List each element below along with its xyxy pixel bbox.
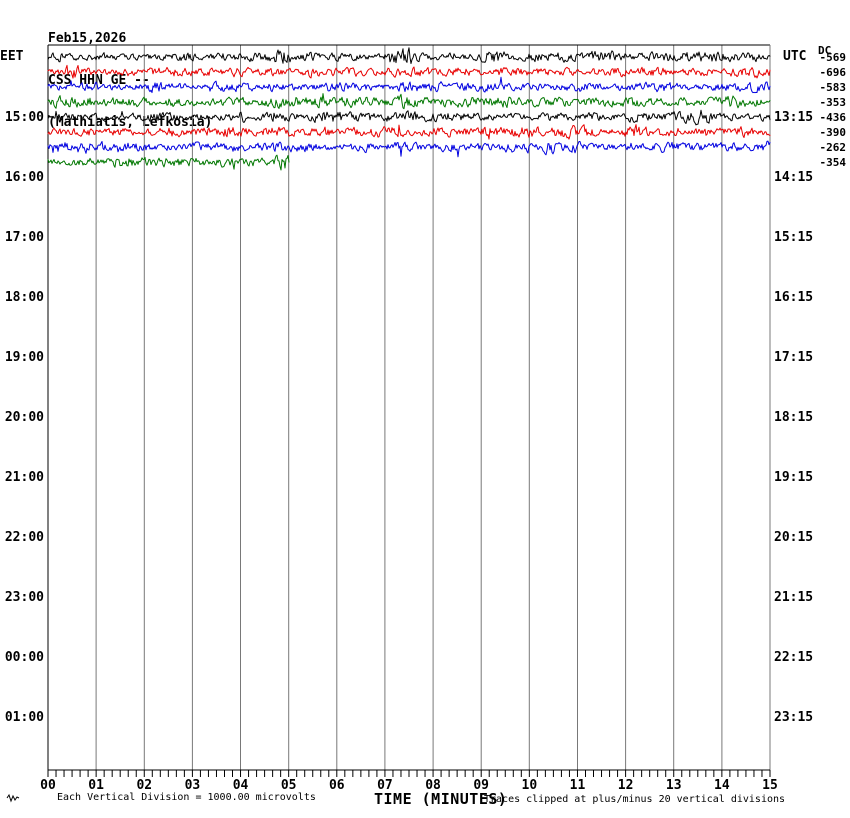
utc-time-label: 22:15 <box>774 650 814 665</box>
header: Feb15,2026 CSS HHN GE -- (Mathiatis, Lef… <box>48 4 212 144</box>
seismo-trace <box>47 109 771 126</box>
header-station: CSS HHN GE -- <box>48 73 150 88</box>
seismo-trace <box>47 124 771 140</box>
x-axis-label: TIME (MINUTES) <box>374 790 508 808</box>
seismo-trace <box>47 76 771 94</box>
utc-time-label: 16:15 <box>774 290 814 305</box>
seismo-trace <box>47 154 290 171</box>
seismo-trace <box>47 47 771 64</box>
seismo-trace <box>47 93 771 110</box>
x-tick-label: 07 <box>377 778 393 793</box>
x-tick-label: 09 <box>473 778 490 793</box>
left-axis-title: EET <box>0 49 24 64</box>
dc-value: -583 <box>819 81 847 94</box>
x-tick-label: 03 <box>184 778 201 793</box>
dc-value: -390 <box>819 126 847 139</box>
x-tick-label: 08 <box>425 778 441 793</box>
x-tick-label: 02 <box>136 778 153 793</box>
utc-time-label: 19:15 <box>774 470 814 485</box>
seismo-trace <box>47 140 771 158</box>
seismo-trace <box>47 64 771 79</box>
clip-note: Traces clipped at plus/minus 20 vertical… <box>484 794 786 805</box>
x-tick-label: 11 <box>569 778 586 793</box>
eet-time-label: 16:00 <box>4 170 44 185</box>
utc-time-label: 21:15 <box>774 590 814 605</box>
dc-value: -436 <box>819 111 847 124</box>
dc-value: -354 <box>819 156 847 169</box>
dc-column-header: DC <box>818 44 832 57</box>
eet-time-label: 17:00 <box>4 230 44 245</box>
eet-time-label: 18:00 <box>4 290 44 305</box>
eet-time-label: 20:00 <box>4 410 44 425</box>
dc-value: -569 <box>819 51 847 64</box>
utc-time-label: 20:15 <box>774 530 814 545</box>
x-tick-label: 12 <box>617 778 634 793</box>
eet-time-label: 19:00 <box>4 350 44 365</box>
eet-time-label: 22:00 <box>4 530 44 545</box>
utc-time-label: 13:15 <box>774 110 814 125</box>
x-tick-label: 14 <box>714 778 730 793</box>
dc-value: -696 <box>819 66 847 79</box>
dc-value: -262 <box>819 141 847 154</box>
eet-time-label: 01:00 <box>4 710 44 725</box>
eet-time-label: 21:00 <box>4 470 44 485</box>
x-tick-label: 15 <box>762 778 778 793</box>
x-tick-label: 04 <box>232 778 249 793</box>
utc-time-label: 17:15 <box>774 350 814 365</box>
eet-time-label: 23:00 <box>4 590 44 605</box>
x-tick-label: 05 <box>280 778 297 793</box>
utc-time-label: 14:15 <box>774 170 814 185</box>
waveform-mark-icon <box>6 793 20 803</box>
dc-value: -353 <box>819 96 847 109</box>
x-tick-label: 13 <box>665 778 682 793</box>
utc-time-label: 23:15 <box>774 710 814 725</box>
right-axis-title: UTC <box>783 49 807 64</box>
x-tick-label: 06 <box>328 778 345 793</box>
header-location: (Mathiatis, Lefkosia) <box>48 115 213 130</box>
utc-time-label: 15:15 <box>774 230 814 245</box>
utc-time-label: 18:15 <box>774 410 814 425</box>
vertical-division-note: Each Vertical Division = 1000.00 microvo… <box>57 792 316 803</box>
eet-time-label: 00:00 <box>4 650 44 665</box>
x-tick-label: 10 <box>521 778 538 793</box>
x-tick-label: 01 <box>88 778 104 793</box>
x-tick-label: 00 <box>40 778 56 793</box>
eet-time-label: 15:00 <box>4 110 44 125</box>
header-date: Feb15,2026 <box>48 31 127 46</box>
